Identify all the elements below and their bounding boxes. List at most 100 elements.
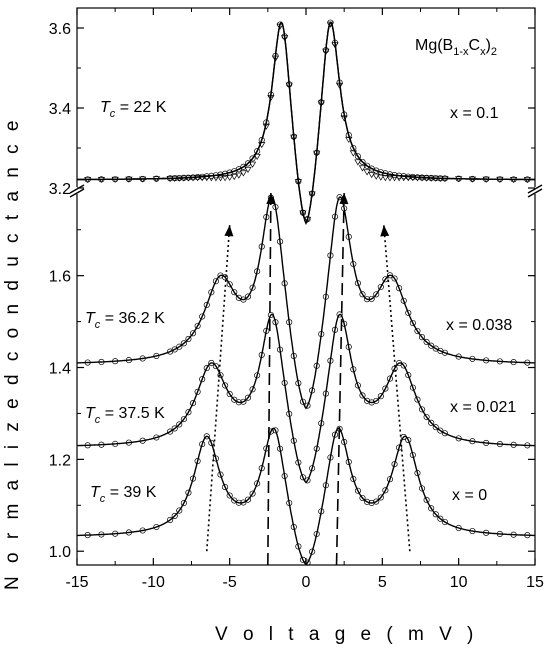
series-1-point (290, 437, 297, 444)
series-1-point (194, 388, 201, 395)
series-0-point (299, 398, 306, 405)
series-1-point (226, 390, 233, 398)
axis-break-right-2 (527, 188, 543, 198)
series-upper-0-point (432, 175, 439, 182)
series-1-point (483, 439, 490, 446)
series-upper-0-point (112, 176, 119, 183)
series-2-point (226, 492, 233, 499)
series-1-point (313, 445, 320, 452)
series-2-point (331, 431, 339, 438)
series-upper-0-point (414, 174, 421, 181)
series-upper-0-point (295, 178, 302, 185)
axis-break-gap (70, 187, 545, 194)
series-upper-0-point (84, 176, 91, 183)
series-1-point (400, 362, 407, 369)
series-2-point (432, 511, 439, 518)
series-1-point (455, 435, 462, 442)
series-0-point (345, 233, 352, 240)
series-0-point (176, 343, 183, 350)
series-0-point (286, 319, 293, 326)
series-1-point (327, 357, 334, 364)
series-1-point (414, 396, 421, 403)
series-1-point (354, 382, 361, 389)
series-2-point (98, 531, 105, 538)
series-1-point (235, 399, 242, 406)
series-0-point (240, 296, 247, 303)
series-0-point (194, 322, 201, 329)
series-upper-0-point (318, 99, 325, 106)
series-2-point (428, 505, 435, 512)
dashed-arrow-0-head (266, 193, 276, 205)
series-1-point (331, 326, 339, 333)
series-1-point (386, 375, 394, 382)
series-1-point (368, 399, 375, 406)
series-2-point (396, 444, 403, 451)
series-0-point (153, 352, 160, 359)
series-0-point (418, 334, 426, 341)
series-1-point (258, 351, 265, 358)
series-1-point (203, 365, 210, 372)
series-2-point (350, 475, 357, 483)
series-upper-0-point (354, 153, 361, 160)
series-1-point (125, 439, 132, 446)
x-axis-title: V o l t a g e ( m V ) (215, 624, 478, 645)
series-2-point (364, 498, 371, 505)
series-0-point (322, 293, 329, 300)
series-2-point (309, 548, 316, 555)
series-2-point (258, 465, 265, 472)
series-upper-point (368, 172, 376, 179)
series-2-point (171, 512, 178, 519)
series-0-point (199, 313, 206, 320)
series-1-point (322, 390, 329, 397)
series-1-point (212, 363, 219, 370)
series-1-point (373, 397, 380, 404)
series-2-point (322, 482, 329, 489)
series-2-point (208, 439, 215, 446)
series-0-point (455, 353, 462, 360)
series-upper-0-point (437, 175, 444, 182)
series-1-point (244, 394, 252, 401)
series-2-point (180, 500, 187, 507)
series-0-point (226, 281, 233, 288)
series-upper-point (354, 159, 362, 166)
upper-tc-label: Tc = 22 K (100, 99, 167, 120)
curve-labels: Mg(B1-xCx)2 x = 0.1 Tc = 22 K x = 0.038 … (85, 37, 516, 505)
series-1-point (112, 440, 119, 447)
series-0-point (258, 243, 265, 250)
series-0-point (272, 203, 279, 211)
series-upper-0-point (373, 167, 380, 174)
series-1-point (428, 419, 435, 426)
dotted-arrow-1-head (380, 225, 390, 237)
series-2-point (281, 472, 288, 480)
series-2-point (341, 438, 348, 445)
series-2-point (400, 433, 407, 441)
series-0-point (185, 335, 192, 342)
series-0-point (212, 278, 219, 285)
series-2-point (235, 499, 242, 506)
series-0-point (359, 291, 366, 298)
series-2-point (295, 543, 302, 550)
series-upper-0-point (125, 176, 132, 183)
series-upper-point (404, 175, 412, 182)
series-upper-point (239, 170, 248, 177)
upper-y-tick-label: 3.4 (49, 101, 71, 118)
series-2-point (318, 508, 325, 515)
series-upper-0-point (336, 79, 343, 86)
series-1-point (167, 428, 174, 435)
series-2-point (386, 476, 394, 483)
series-2-point (112, 530, 119, 537)
series-upper-point (244, 166, 252, 173)
series-2-point (414, 469, 421, 477)
series-1-point (139, 437, 146, 444)
series-0-point (171, 346, 178, 353)
series-upper-0-point (524, 176, 531, 183)
series-1-point (180, 416, 187, 423)
series-0-point (483, 357, 490, 364)
series-2-point (153, 523, 160, 531)
axis-break-right-1 (527, 184, 543, 194)
axis-break-left-2 (69, 188, 85, 198)
series-upper-point (372, 173, 380, 180)
formula-label: Mg(B1-xCx)2 (415, 37, 497, 58)
series-1-point (432, 424, 439, 431)
